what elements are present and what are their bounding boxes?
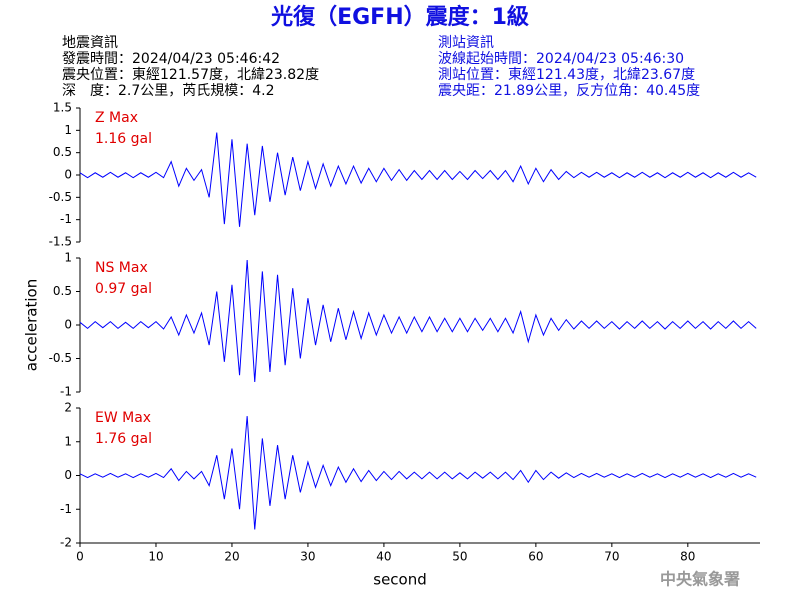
annotation: Z Max [95,110,138,126]
y-tick-label: -1 [60,212,72,226]
y-tick-label: 0.5 [53,145,72,159]
info-line: 地震資訊 [62,35,118,51]
info-line: 震央距：21.89公里，反方位角：40.45度 [438,83,700,99]
waveform [79,132,757,227]
annotation: 1.76 gal [95,431,152,447]
annotation: 1.16 gal [95,131,152,147]
annotation: 0.97 gal [95,281,152,297]
y-tick-label: 0.5 [53,284,72,298]
waveform [79,259,757,382]
y-tick-label: 0 [64,318,72,332]
x-tick-label: 20 [224,550,239,564]
y-tick-label: 1 [64,434,72,448]
station-info: 測站資訊 波線起始時間：2024/04/23 05:46:30 測站位置：東經1… [438,35,700,99]
y-tick-label: -0.5 [49,190,72,204]
watermark: 中央氣象署 [660,570,740,589]
x-tick-label: 30 [300,550,315,564]
y-tick-label: -1.5 [49,235,72,249]
y-tick-label: 0 [64,468,72,482]
y-tick-label: 2 [64,401,72,415]
x-tick-label: 40 [376,550,391,564]
annotation: NS Max [95,260,148,276]
x-tick-label: 50 [452,550,467,564]
x-tick-label: 10 [148,550,163,564]
y-tick-label: 0 [64,168,72,182]
annotation: EW Max [95,410,151,426]
chart-title: 光復（EGFH）震度：1級 [270,4,529,30]
info-line: 波線起始時間：2024/04/23 05:46:30 [438,51,684,67]
info-line: 震央位置：東經121.57度，北緯23.82度 [62,67,319,83]
waveform [79,416,757,530]
event-info: 地震資訊 發震時間：2024/04/23 05:46:42 震央位置：東經121… [62,35,319,99]
info-line: 測站資訊 [438,35,494,51]
y-tick-label: -1 [60,502,72,516]
info-line: 發震時間：2024/04/23 05:46:42 [62,51,280,67]
info-line: 測站位置：東經121.43度，北緯23.67度 [438,67,695,83]
y-tick-label: -2 [60,536,72,550]
y-tick-label: -0.5 [49,351,72,365]
x-tick-label: 70 [604,550,619,564]
x-tick-label: 0 [76,550,84,564]
x-tick-label: 60 [528,550,543,564]
x-tick-label: 80 [680,550,695,564]
y-tick-label: 1.5 [53,101,72,115]
y-axis-label: acceleration [23,279,41,371]
y-tick-label: 1 [64,123,72,137]
y-tick-label: 1 [64,251,72,265]
y-tick-label: -1 [60,385,72,399]
x-axis-label: second [373,571,427,589]
info-line: 深 度：2.7公里，芮氏規模：4.2 [62,82,275,99]
